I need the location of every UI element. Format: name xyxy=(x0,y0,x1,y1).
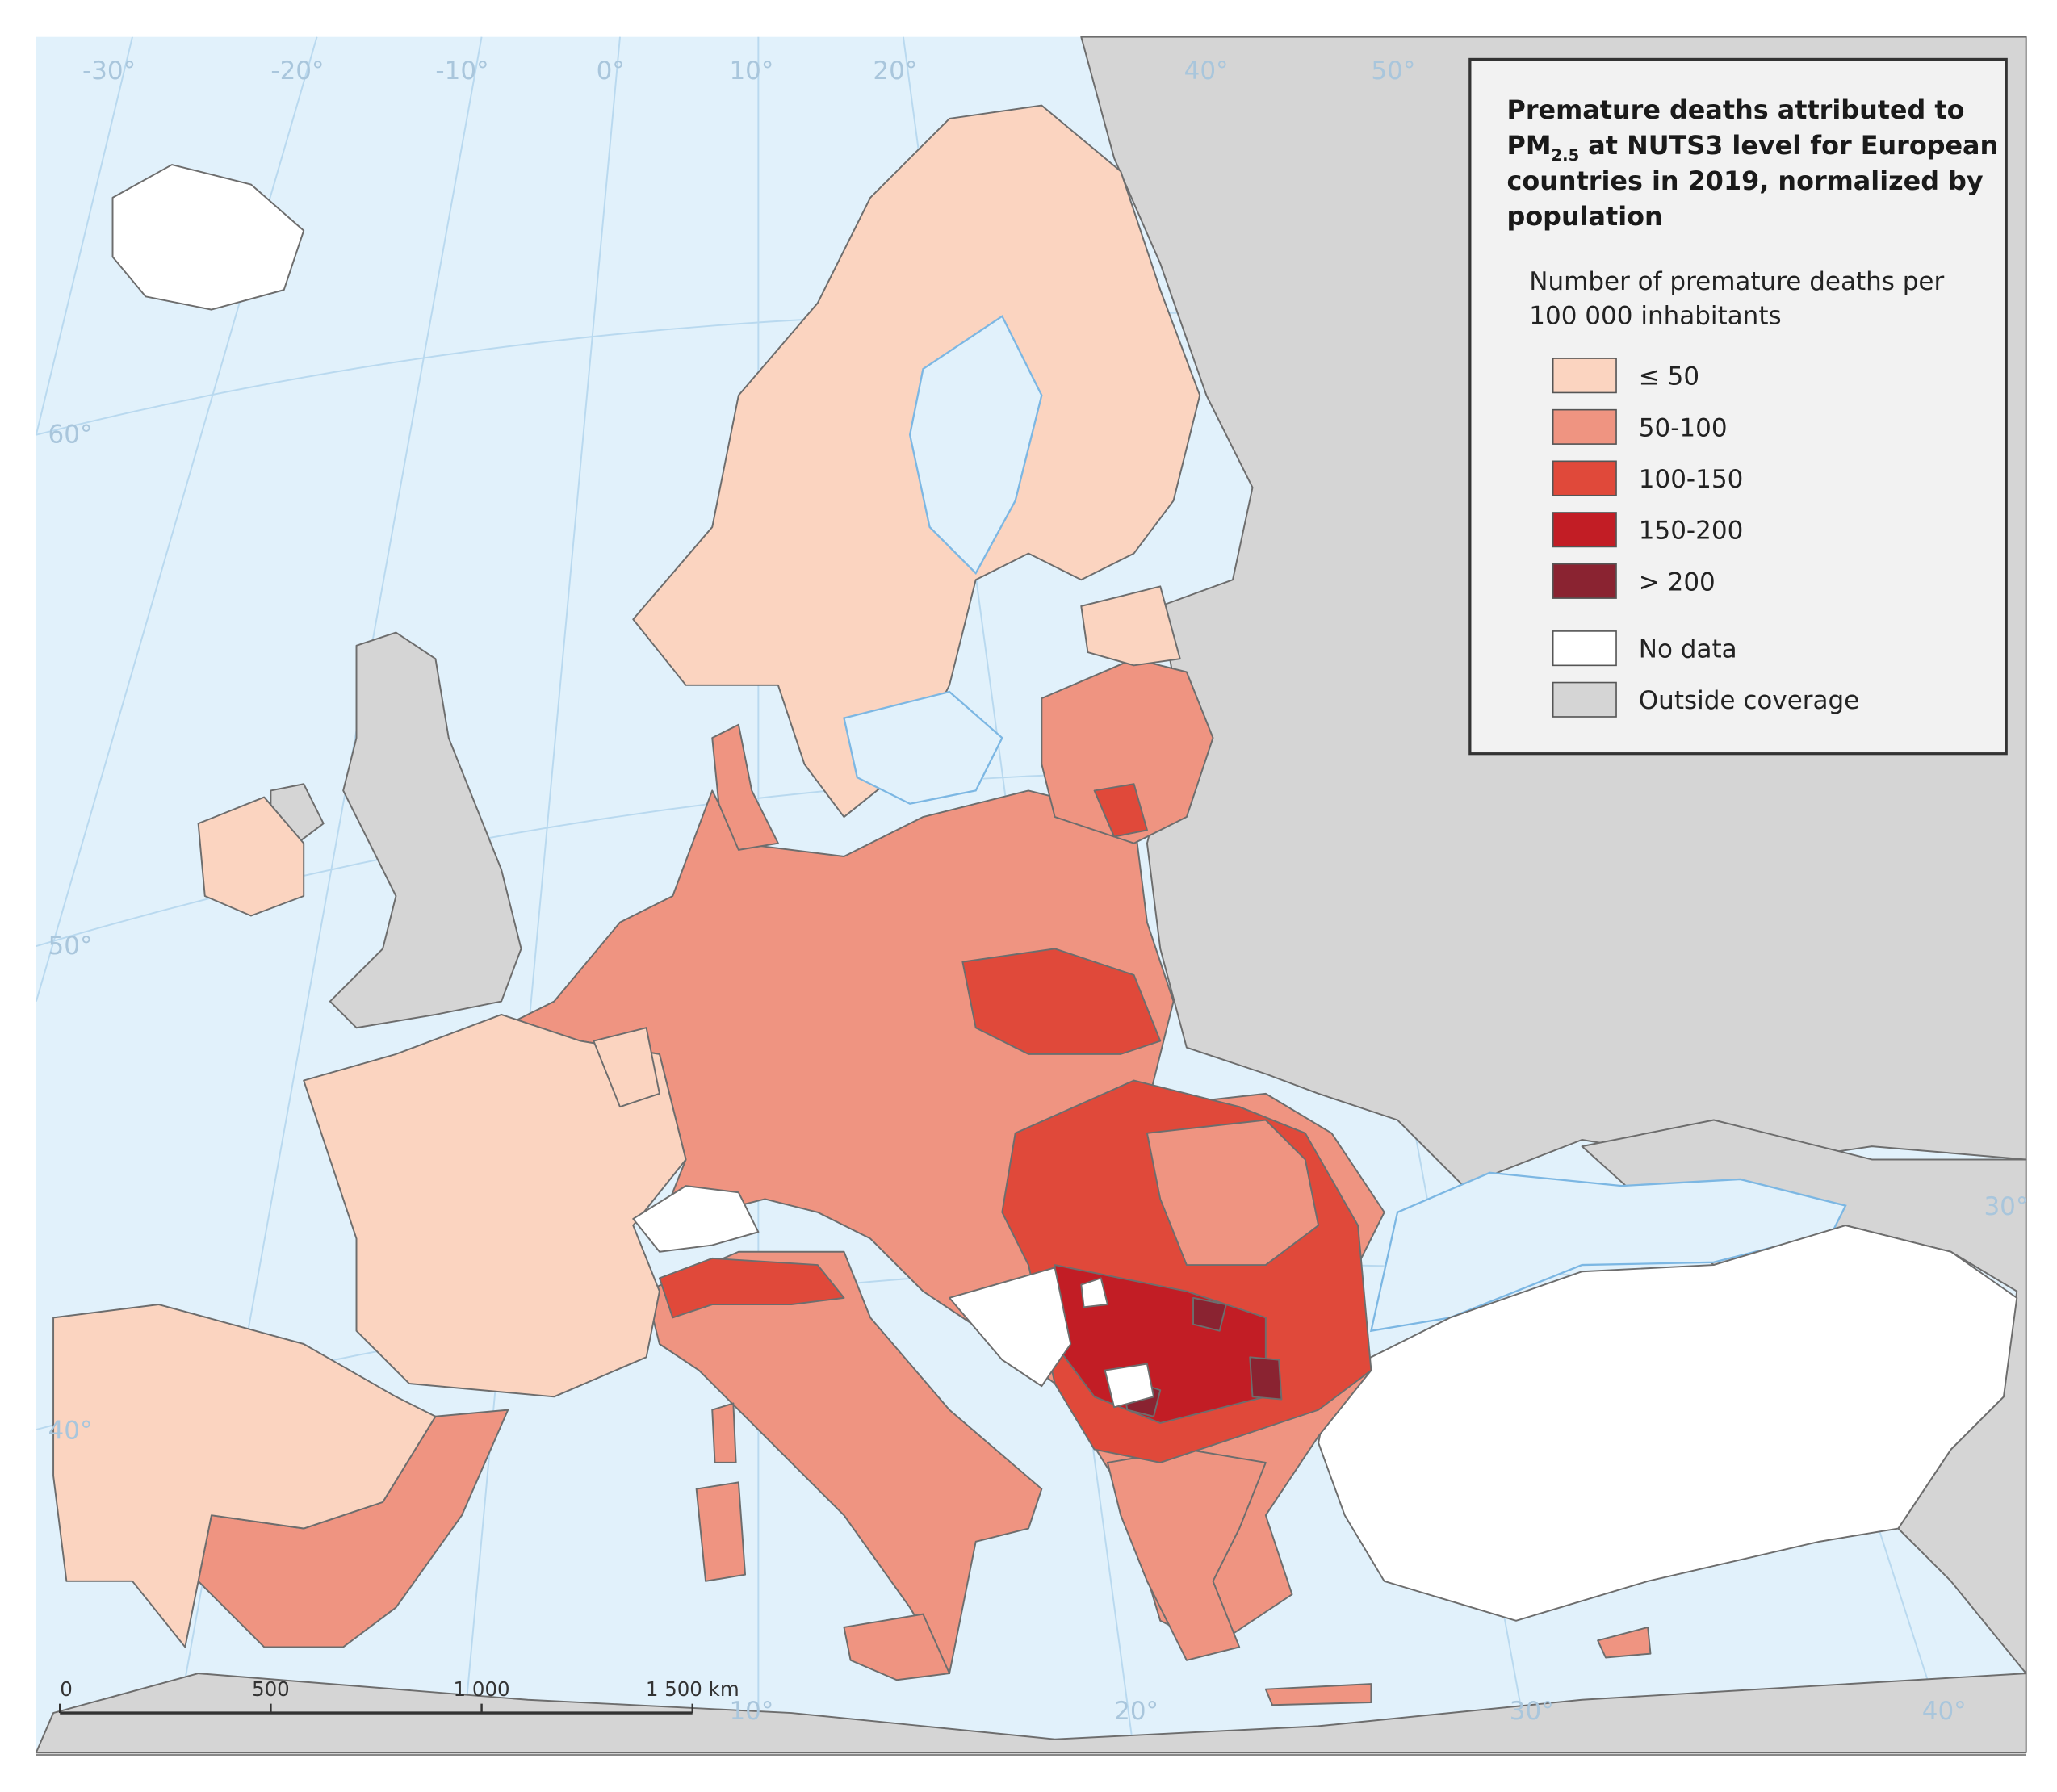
legend-label: 100-150 xyxy=(1639,465,1744,494)
graticule-label: 40° xyxy=(48,1417,93,1446)
legend-items: ≤ 50 50-100 100-150 150-200 > 200 No data Outs… xyxy=(1552,358,1859,718)
legend-label: > 200 xyxy=(1639,567,1716,597)
legend-swatch xyxy=(1552,512,1617,548)
greece xyxy=(1106,1448,1267,1661)
legend-swatch xyxy=(1552,630,1617,667)
bosnia xyxy=(949,1267,1072,1388)
graticule-label: -30° xyxy=(82,57,136,86)
cyprus xyxy=(1597,1626,1652,1659)
scale-label: 1 500 km xyxy=(646,1677,739,1701)
legend-label: 150-200 xyxy=(1639,517,1744,546)
ireland xyxy=(197,796,305,917)
legend-title-subscript: 2.5 xyxy=(1552,146,1580,165)
legend-label: No data xyxy=(1639,635,1737,664)
graticule-label: 30° xyxy=(1984,1192,2028,1221)
transylvania xyxy=(1146,1119,1320,1267)
scale-labels: 0 500 1 000 1 500 km xyxy=(58,1677,739,1714)
graticule-line xyxy=(461,36,621,1753)
scale-bar: 0 500 1 000 1 500 km xyxy=(58,1677,739,1715)
graticule-label: 50° xyxy=(48,932,93,961)
belgium-south xyxy=(593,1027,660,1108)
baltic-sea xyxy=(843,690,1003,805)
scale-label: 500 xyxy=(252,1677,290,1701)
hotspot xyxy=(1249,1356,1283,1401)
crete xyxy=(1264,1683,1372,1706)
sicily xyxy=(843,1613,951,1681)
legend-swatch xyxy=(1552,460,1617,496)
graticule-label: 60° xyxy=(48,420,93,449)
graticule-label: 30° xyxy=(1510,1697,1554,1726)
legend-subtitle: 100 000 inhabitants xyxy=(1529,302,1781,331)
north-africa xyxy=(35,1673,2027,1754)
gulf-of-bothnia xyxy=(908,315,1043,575)
legend-title: population xyxy=(1507,201,1663,232)
montenegro xyxy=(1080,1277,1108,1308)
italy xyxy=(645,1250,1043,1675)
legend-title-pm: PM xyxy=(1507,130,1552,161)
legend-label: ≤ 50 xyxy=(1639,362,1699,391)
graticule-label: 20° xyxy=(873,57,917,86)
no-data-areas xyxy=(111,164,2018,1622)
legend: Premature deaths attributed to PM2.5 at … xyxy=(1468,57,2008,756)
graticule-label: -10° xyxy=(435,57,488,86)
iberia xyxy=(52,1304,437,1648)
legend-title: countries in 2019, normalized by xyxy=(1507,165,1984,196)
legend-title: PM2.5 at NUTS3 level for European xyxy=(1507,130,1999,165)
graticule-labels: -30° -20° -10° 0° 10° 20° 40° 50° 60° 50° 40° 10° 20… xyxy=(48,57,2029,1726)
po-valley xyxy=(658,1257,845,1319)
legend-swatch xyxy=(1552,408,1617,445)
graticule-line xyxy=(35,36,318,1002)
legend-box xyxy=(1468,57,2008,756)
legend-title-rest: at NUTS3 level for European xyxy=(1579,130,1998,161)
southern-poland xyxy=(961,948,1162,1055)
graticule-label: 20° xyxy=(1114,1697,1158,1726)
legend-title: Premature deaths attributed to xyxy=(1507,94,1965,125)
switzerland xyxy=(632,1185,760,1253)
legend-swatch xyxy=(1552,563,1617,599)
no-data-inland xyxy=(632,1185,1155,1409)
graticule-label: 0° xyxy=(597,57,625,86)
kosovo xyxy=(1104,1363,1155,1409)
legend-subtitle: Number of premature deaths per xyxy=(1529,267,1944,296)
scale-label: 1 000 xyxy=(454,1677,510,1701)
corsica xyxy=(711,1402,737,1463)
legend-swatch xyxy=(1552,358,1617,394)
legend-label: 50-100 xyxy=(1639,413,1728,442)
denmark xyxy=(711,723,779,851)
estonia xyxy=(1080,585,1181,667)
hotspot xyxy=(1192,1296,1227,1332)
legend-label: Outside coverage xyxy=(1639,686,1859,715)
graticule-label: 10° xyxy=(729,57,773,86)
sardinia xyxy=(695,1481,747,1582)
legend-swatch xyxy=(1552,681,1617,718)
iceland xyxy=(111,164,305,311)
france xyxy=(303,1013,687,1398)
graticule-label: -20° xyxy=(270,57,324,86)
graticule-label: 40° xyxy=(1184,57,1229,86)
great-britain xyxy=(329,631,522,1029)
vilnius xyxy=(1093,783,1148,838)
scale-label: 0 xyxy=(60,1677,73,1701)
graticule-label: 50° xyxy=(1371,57,1415,86)
turkey xyxy=(1318,1225,2018,1622)
graticule-line xyxy=(35,36,133,435)
graticule-label: 10° xyxy=(729,1697,773,1726)
graticule-label: 40° xyxy=(1922,1697,1967,1726)
